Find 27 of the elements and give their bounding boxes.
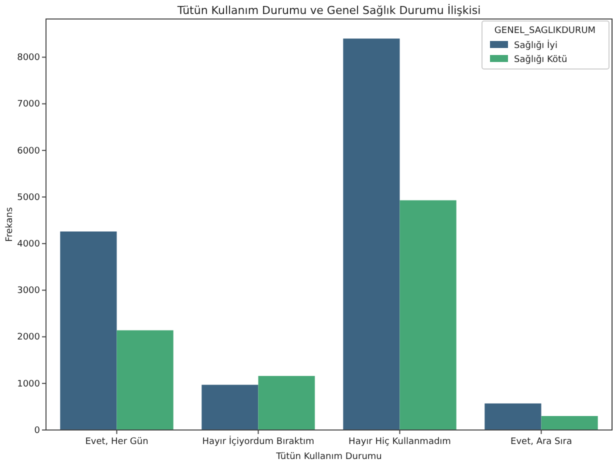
y-tick-label: 4000 [17,239,40,250]
y-axis-title: Frekans [5,206,15,242]
y-tick-label: 2000 [17,332,40,343]
y-tick-label: 1000 [17,379,40,390]
bar [202,384,258,430]
chart-title: Tütün Kullanım Durumu ve Genel Sağlık Durumu İlişkisi [176,3,481,17]
x-tick-label: Evet, Ara Sıra [510,437,572,447]
x-tick-label: Evet, Her Gün [85,437,148,447]
x-tick-label: Hayır İçiyordum Bıraktım [202,435,314,447]
y-tick-label: 6000 [17,146,40,156]
legend-label: Sağlığı İyi [514,38,558,51]
y-tick-label: 8000 [17,53,40,64]
bar [400,200,456,430]
legend-title: GENEL_SAGLIKDURUM [494,26,596,36]
bar [258,376,315,430]
x-axis-title: Tütün Kullanım Durumu [275,452,382,462]
bar [60,231,117,430]
bar [541,416,598,430]
bar [343,38,400,430]
y-tick-label: 7000 [17,100,40,110]
x-tick-label: Hayır Hiç Kullanmadım [348,437,451,447]
y-tick-label: 5000 [17,192,40,203]
y-tick-label: 3000 [17,286,40,296]
bar [484,403,542,430]
y-tick-label: 0 [34,426,40,436]
bar [116,330,174,430]
legend-label: Sağlığı Kötü [514,54,568,65]
